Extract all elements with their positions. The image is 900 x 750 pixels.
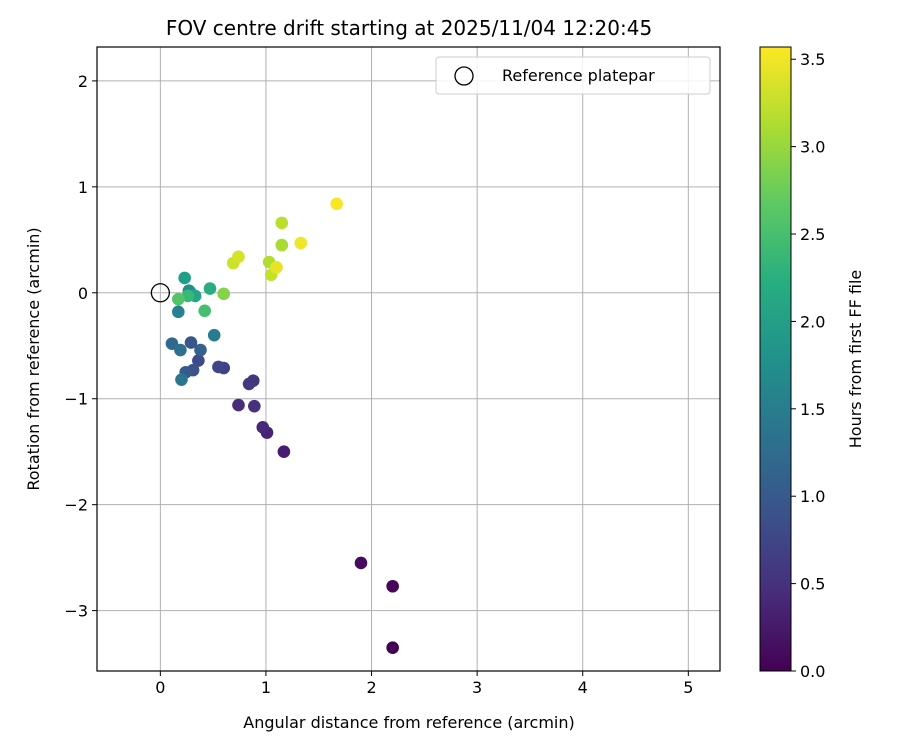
colorbar-tick-label: 0.5 — [800, 575, 825, 594]
x-tick-label: 5 — [683, 678, 693, 697]
colorbar-tick-label: 2.0 — [800, 312, 825, 331]
scatter-point — [232, 398, 245, 412]
x-axis-ticks: 0 1 2 3 4 5 — [155, 671, 693, 697]
colorbar-ticks: 0.0 0.5 1.0 1.5 2.0 2.5 3.0 3.5 — [791, 50, 825, 681]
scatter-point — [212, 360, 225, 374]
scatter-point — [175, 373, 188, 386]
scatter-point — [242, 377, 256, 391]
y-tick-label: −3 — [64, 602, 88, 621]
scatter-point — [172, 292, 185, 306]
scatter-point — [277, 445, 291, 458]
y-axis-label: Rotation from reference (arcmin) — [24, 227, 43, 490]
x-tick-label: 4 — [578, 678, 588, 697]
y-tick-label: −1 — [64, 390, 88, 409]
scatter-point — [172, 305, 185, 319]
scatter-point — [275, 238, 289, 252]
scatter-point — [194, 343, 207, 357]
scatter-point — [174, 343, 187, 357]
scatter-point — [217, 287, 231, 301]
x-tick-label: 2 — [366, 678, 376, 697]
scatter-point — [184, 336, 198, 349]
scatter-point — [386, 641, 399, 654]
y-tick-label: 0 — [78, 284, 88, 303]
x-tick-label: 3 — [472, 678, 482, 697]
x-axis-label: Angular distance from reference (arcmin) — [243, 713, 574, 732]
y-axis-ticks: 2 1 0 −1 −2 −3 — [64, 72, 97, 621]
colorbar-tick-label: 2.5 — [800, 225, 825, 244]
colorbar-tick-label: 0.0 — [800, 662, 825, 681]
scatter-point — [330, 197, 343, 211]
scatter-point — [248, 399, 261, 413]
legend: Reference platepar — [435, 56, 711, 95]
colorbar-tick-label: 3.5 — [800, 50, 825, 69]
legend-open-circle-marker — [454, 66, 474, 86]
reference-platepar-marker — [150, 283, 171, 303]
colorbar-tick-label: 1.5 — [800, 400, 825, 419]
scatter-point — [198, 304, 212, 318]
plot-frame — [96, 46, 721, 672]
grid-lines — [97, 47, 720, 671]
y-tick-label: 2 — [78, 72, 88, 91]
reference-point — [150, 283, 171, 303]
scatter-point — [203, 282, 217, 295]
scatter-point — [386, 579, 399, 593]
colorbar-tick-label: 1.0 — [800, 487, 825, 506]
colorbar-tick-label: 3.0 — [800, 138, 825, 157]
scatter-point — [181, 289, 195, 303]
legend-label: Reference platepar — [502, 66, 655, 85]
chart-title: FOV centre drift starting at 2025/11/04 … — [166, 16, 652, 40]
x-tick-label: 0 — [155, 678, 165, 697]
scatter-point — [256, 421, 270, 434]
colorbar: 0.0 0.5 1.0 1.5 2.0 2.5 3.0 3.5 Hours from firs… — [759, 46, 865, 681]
x-tick-label: 1 — [261, 678, 271, 697]
y-tick-label: 1 — [78, 178, 88, 197]
scatter-point — [354, 556, 368, 570]
scatter-point — [294, 236, 308, 250]
colorbar-label: Hours from first FF file — [846, 270, 865, 449]
data-points — [165, 197, 399, 654]
y-tick-label: −2 — [64, 496, 88, 515]
scatter-point — [232, 250, 245, 264]
legend-box — [435, 56, 711, 95]
colorbar-gradient — [759, 46, 792, 672]
scatter-point — [275, 216, 289, 230]
scatter-point — [192, 354, 205, 367]
scatter-point — [178, 271, 191, 285]
scatter-point — [207, 328, 221, 342]
scatter-point — [270, 261, 283, 274]
